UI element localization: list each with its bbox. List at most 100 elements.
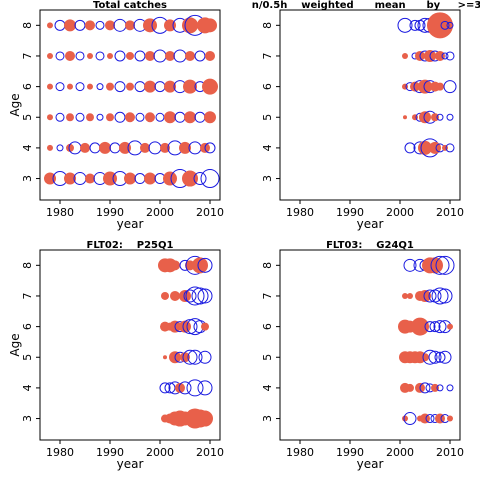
bubble-negative [55,82,65,92]
bubble-positive [106,82,114,91]
bubble-negative [430,255,450,275]
bubble-negative [182,319,198,335]
bubble-negative [436,384,444,392]
bubble-positive [435,413,445,424]
bubble-negative [419,382,431,394]
bubble-positive [180,352,190,363]
bubble-layer [397,12,457,158]
bubble-positive [67,83,73,90]
bubble-negative [75,82,85,92]
bubble-positive [125,20,135,31]
bubble-negative [397,17,413,33]
y-tick-label: 3 [21,175,34,182]
bubble-positive [145,50,155,61]
bubble-positive [175,382,185,393]
bubble-positive [126,82,134,91]
bubble-negative [423,289,437,303]
x-tick-label: 1990 [96,206,124,219]
bubble-negative [135,112,145,122]
y-tick-label: 6 [21,83,34,90]
bubble-positive [185,50,195,61]
y-tick-label: 8 [21,22,34,29]
bubble-negative [193,172,207,186]
bubble-positive [419,111,431,124]
bubble-positive [86,113,94,122]
bubble-negative [441,52,449,60]
bubble-positive [407,292,413,299]
bubble-positive [107,52,113,59]
bubble-negative [89,142,101,154]
x-axis-label: year [357,457,384,471]
bubble-positive [160,142,170,153]
bubble-positive [145,112,155,123]
y-tick-label: 6 [261,83,274,90]
bubble-negative [428,350,442,364]
bubble-negative [155,112,165,122]
bubble-negative [178,381,192,395]
x-tick-label: 2010 [436,206,464,219]
x-tick-label: 1990 [336,206,364,219]
y-tick-label: 5 [261,114,274,121]
bubble-positive [85,173,95,184]
bubble-negative [404,142,416,154]
bubble-positive [66,113,74,122]
bubble-positive [64,172,76,185]
x-tick-label: 1990 [336,446,364,459]
bubble-negative [154,81,166,93]
bubble-negative [431,287,449,305]
bubble-positive [184,111,196,124]
x-tick-label: 2000 [386,446,414,459]
x-tick-label: 1980 [286,206,314,219]
y-axis-label: Age [8,93,22,116]
y-tick-label: 8 [21,262,34,269]
panel-title: FLT03: G24Q1 [326,240,414,251]
x-axis-label: year [357,217,384,231]
y-tick-label: 5 [21,114,34,121]
bubble-positive [143,18,157,33]
bubble-positive [85,20,95,31]
bubble-positive [402,292,408,299]
bubble-negative [183,289,197,303]
y-tick-label: 4 [21,144,34,151]
bubble-negative [443,80,457,94]
bubble-negative [182,349,198,365]
bubble-layer [398,255,455,426]
bubble-negative [197,288,213,304]
bubble-positive [436,82,444,91]
bubble-negative [54,19,66,31]
bubble-positive [161,291,169,300]
bubble-positive [80,142,90,153]
bubble-positive [164,80,176,93]
bubble-positive [204,111,216,124]
bubble-negative [200,169,220,189]
bubble-negative [403,258,417,272]
bubble-negative [437,288,453,304]
bubble-positive [106,113,114,122]
bubble-negative [403,412,417,426]
bubble-positive [418,79,432,94]
bubble-positive [429,141,441,154]
bubble-negative [445,51,455,61]
bubble-positive [431,113,439,122]
bubble-negative [197,257,213,273]
bubble-positive [202,78,218,95]
bubble-negative [445,143,455,153]
y-axis-label: Age [8,333,22,356]
bubble-negative [186,379,204,397]
bubble-negative [434,351,446,363]
y-tick-label: 8 [261,262,274,269]
bubble-negative [174,111,186,123]
bubble-negative [55,51,65,61]
bubble-positive [65,50,75,61]
bubble-negative [438,350,452,364]
bubble-negative [446,21,454,29]
bubble-negative [446,384,454,392]
bubble-positive [163,171,177,186]
bubble-positive [144,172,156,185]
bubble-positive [431,383,439,392]
bubble-positive [201,322,209,331]
x-tick-label: 2000 [146,446,174,459]
bubble-positive [420,413,430,424]
x-tick-label: 2000 [386,206,414,219]
